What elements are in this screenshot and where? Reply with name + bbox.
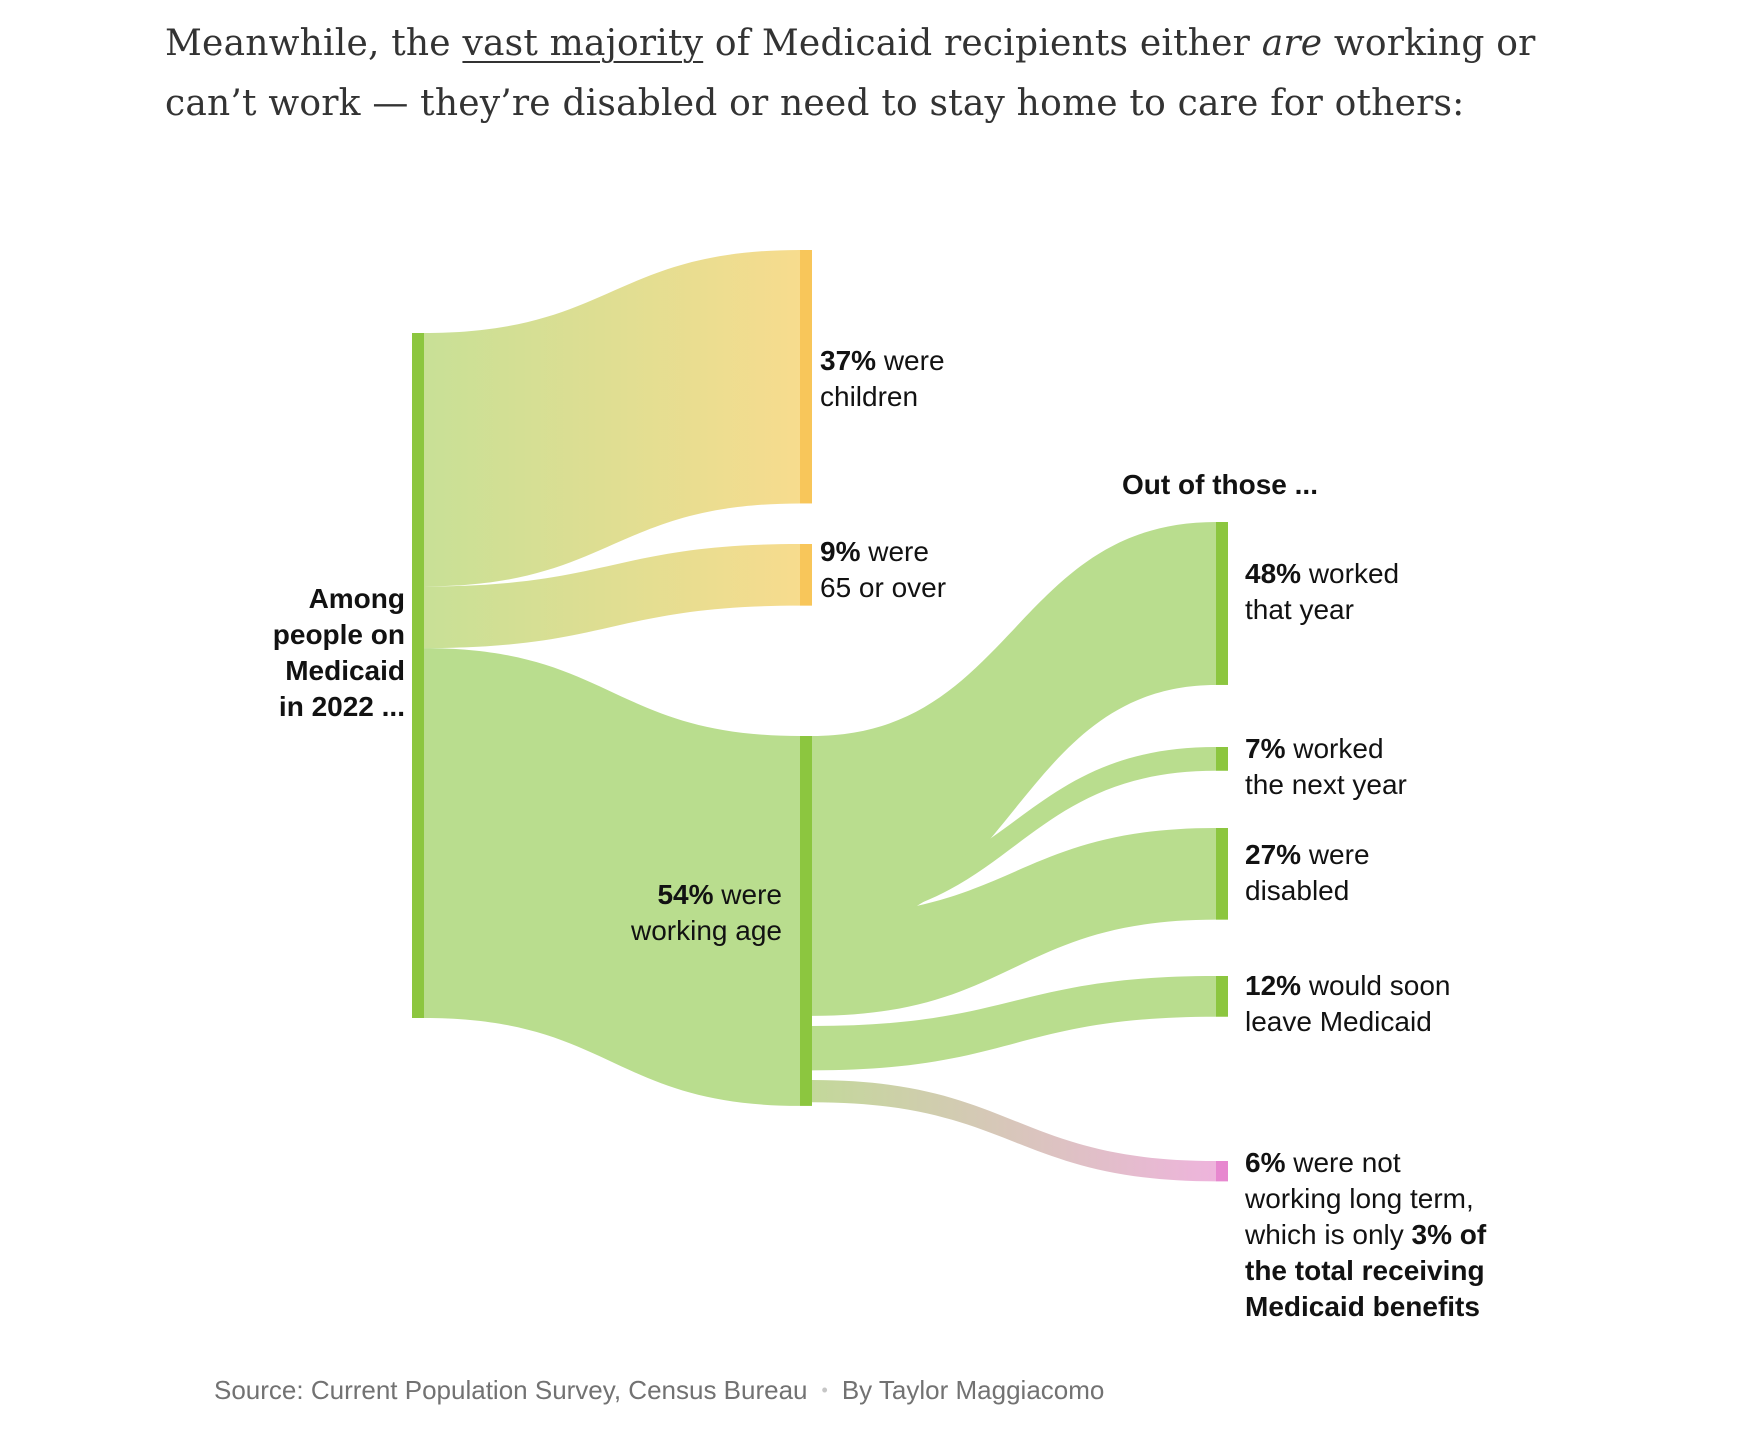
source-note: Source: Current Population Survey, Censu… bbox=[214, 1375, 808, 1405]
flow-children bbox=[424, 250, 800, 587]
node-all-medicaid bbox=[412, 333, 424, 1018]
chart-credit: Source: Current Population Survey, Censu… bbox=[214, 1375, 1104, 1406]
credit-separator: • bbox=[821, 1380, 828, 1400]
intro-paragraph: Meanwhile, the vast majority of Medicaid… bbox=[165, 14, 1605, 134]
byline: By Taylor Maggiacomo bbox=[841, 1375, 1105, 1405]
label-worked_next_year: 7% worked the next year bbox=[1245, 733, 1407, 800]
flow-soon_leave bbox=[812, 976, 1216, 1071]
node-children bbox=[800, 250, 812, 504]
node-worked_that_year bbox=[1216, 522, 1228, 685]
sankey-labels: Among people on Medicaid in 2022 ... 37% wer… bbox=[273, 345, 1487, 1322]
intro-text-after: working or can’t work — they’re disabled… bbox=[165, 23, 1536, 124]
label-disabled: 27% were disabled bbox=[1245, 839, 1370, 906]
flow-not_working bbox=[812, 1080, 1216, 1182]
node-working_age bbox=[800, 736, 812, 1106]
label-children: 37% were children bbox=[820, 345, 945, 412]
label-soon_leave: 12% would soon leave Medicaid bbox=[1245, 970, 1450, 1037]
vast-majority-link[interactable]: vast majority bbox=[462, 23, 704, 64]
sankey-flows bbox=[424, 250, 1216, 1182]
flow-working_age bbox=[424, 648, 800, 1106]
second-stage-heading: Out of those ... bbox=[1122, 469, 1318, 500]
flow-disabled bbox=[812, 828, 1216, 1016]
flow-worked_next_year bbox=[812, 747, 1216, 922]
intro-text-middle: of Medicaid recipients either bbox=[703, 23, 1262, 64]
node-over65 bbox=[800, 544, 812, 606]
label-worked_that_year: 48% worked that year bbox=[1245, 558, 1399, 625]
node-disabled bbox=[1216, 828, 1228, 920]
node-worked_next_year bbox=[1216, 747, 1228, 771]
source-label: Among people on Medicaid in 2022 ... bbox=[273, 583, 405, 722]
intro-emphasis: are bbox=[1261, 23, 1323, 64]
label-working_age: 54% were working age bbox=[630, 879, 782, 946]
node-soon_leave bbox=[1216, 976, 1228, 1017]
flow-over65 bbox=[424, 544, 800, 649]
node-not_working bbox=[1216, 1161, 1228, 1182]
sankey-nodes bbox=[412, 250, 1228, 1182]
intro-text-before: Meanwhile, the bbox=[165, 23, 463, 64]
label-over65: 9% were 65 or over bbox=[820, 536, 946, 603]
label-not_working: 6% were not working long term, which is on… bbox=[1244, 1147, 1487, 1322]
flow-worked_that_year bbox=[812, 522, 1216, 935]
